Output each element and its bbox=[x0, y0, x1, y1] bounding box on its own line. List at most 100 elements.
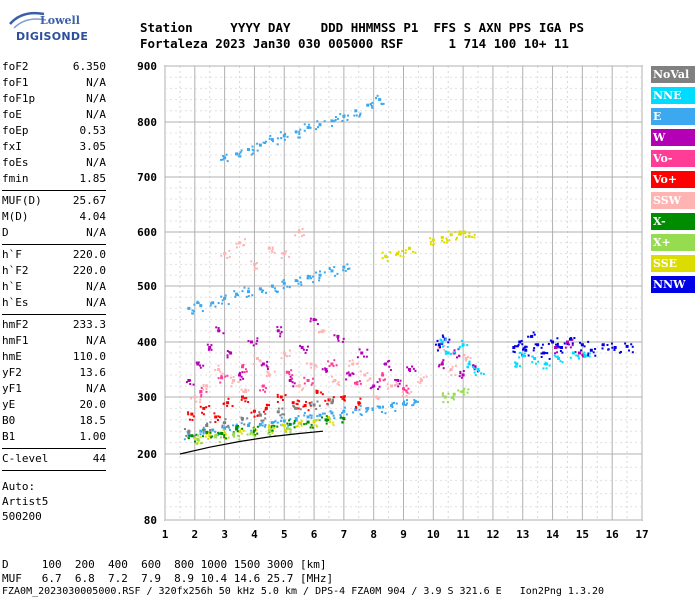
data-point bbox=[376, 94, 379, 97]
param-value: 1.85 bbox=[79, 172, 107, 185]
data-point bbox=[306, 276, 310, 280]
data-point bbox=[211, 428, 215, 432]
data-point bbox=[318, 404, 321, 407]
data-point bbox=[252, 262, 256, 266]
data-point bbox=[377, 388, 380, 391]
data-point bbox=[199, 433, 202, 436]
data-point bbox=[462, 370, 465, 373]
data-point bbox=[247, 424, 250, 427]
param-name: foEs bbox=[2, 156, 29, 169]
data-point bbox=[382, 102, 385, 105]
data-point bbox=[223, 434, 226, 437]
data-point bbox=[239, 155, 242, 158]
data-point bbox=[224, 418, 227, 421]
data-point bbox=[262, 410, 265, 413]
data-point bbox=[476, 368, 480, 371]
data-point bbox=[443, 395, 447, 399]
data-point bbox=[266, 365, 269, 368]
data-point bbox=[378, 98, 382, 102]
data-point bbox=[559, 360, 562, 363]
param-name: hmF1 bbox=[2, 334, 29, 347]
x-tick-label: 1 bbox=[162, 528, 169, 541]
data-point bbox=[303, 404, 307, 408]
data-point bbox=[279, 332, 282, 335]
data-point bbox=[299, 128, 302, 131]
data-point bbox=[288, 422, 292, 426]
data-point bbox=[316, 418, 319, 421]
param-row-b0: B0 18.5 bbox=[2, 414, 106, 430]
data-point bbox=[294, 417, 298, 421]
data-point bbox=[309, 426, 312, 429]
data-point bbox=[413, 401, 416, 404]
data-point bbox=[271, 248, 274, 251]
data-point bbox=[321, 368, 324, 371]
data-point bbox=[298, 132, 301, 135]
data-point bbox=[601, 347, 604, 350]
data-point bbox=[202, 430, 205, 433]
data-point bbox=[606, 343, 609, 346]
data-point bbox=[191, 309, 194, 312]
data-point bbox=[406, 399, 409, 402]
data-point bbox=[286, 355, 288, 358]
legend-item-x: X- bbox=[651, 213, 695, 230]
data-point bbox=[201, 441, 204, 444]
auto-scaling-line3: 500200 bbox=[2, 510, 42, 523]
data-point bbox=[333, 379, 337, 382]
data-point bbox=[393, 384, 396, 387]
data-point bbox=[296, 399, 299, 402]
data-point bbox=[276, 395, 279, 398]
data-point bbox=[221, 158, 224, 161]
data-point bbox=[540, 355, 543, 358]
data-point bbox=[255, 357, 259, 360]
data-point bbox=[473, 367, 476, 370]
data-point bbox=[630, 343, 633, 346]
param-row-he: h`E N/A bbox=[2, 280, 106, 296]
data-point bbox=[458, 345, 461, 348]
data-point bbox=[390, 404, 394, 408]
param-row-fxi: fxI 3.05 bbox=[2, 140, 106, 156]
data-point bbox=[211, 301, 214, 304]
data-point bbox=[208, 430, 211, 433]
data-point bbox=[273, 427, 276, 430]
param-row-hf: h`F 220.0 bbox=[2, 248, 106, 264]
data-point bbox=[443, 241, 446, 244]
data-point bbox=[285, 426, 289, 430]
data-point bbox=[235, 292, 238, 295]
data-point bbox=[217, 302, 220, 305]
data-point bbox=[310, 416, 313, 419]
data-point bbox=[220, 295, 223, 298]
data-point bbox=[292, 405, 295, 408]
data-point bbox=[391, 402, 394, 405]
data-point bbox=[323, 271, 326, 274]
data-point bbox=[220, 376, 224, 380]
data-point bbox=[359, 370, 362, 373]
param-name: fmin bbox=[2, 172, 29, 185]
data-point bbox=[302, 234, 305, 237]
data-point bbox=[341, 416, 344, 419]
data-point bbox=[625, 344, 629, 348]
data-point bbox=[336, 117, 339, 120]
data-point bbox=[217, 327, 220, 330]
data-point bbox=[397, 250, 400, 253]
data-point bbox=[261, 291, 264, 294]
data-point bbox=[299, 276, 302, 279]
data-point bbox=[448, 338, 451, 341]
data-point bbox=[388, 365, 391, 368]
data-point bbox=[561, 351, 564, 354]
data-point bbox=[276, 326, 279, 329]
data-point bbox=[282, 351, 286, 355]
data-point bbox=[316, 415, 319, 418]
data-point bbox=[215, 326, 218, 329]
data-point bbox=[250, 411, 253, 414]
header-values: Fortaleza 2023 Jan30 030 005000 RSF 1 71… bbox=[140, 36, 569, 51]
data-point bbox=[264, 412, 267, 415]
data-point bbox=[310, 424, 313, 427]
data-point bbox=[324, 367, 327, 370]
data-point bbox=[544, 361, 547, 364]
param-value: 13.6 bbox=[79, 366, 107, 379]
data-point bbox=[227, 397, 230, 400]
data-point bbox=[345, 413, 348, 416]
data-point bbox=[333, 120, 336, 123]
data-point bbox=[440, 235, 444, 239]
data-point bbox=[404, 403, 407, 406]
